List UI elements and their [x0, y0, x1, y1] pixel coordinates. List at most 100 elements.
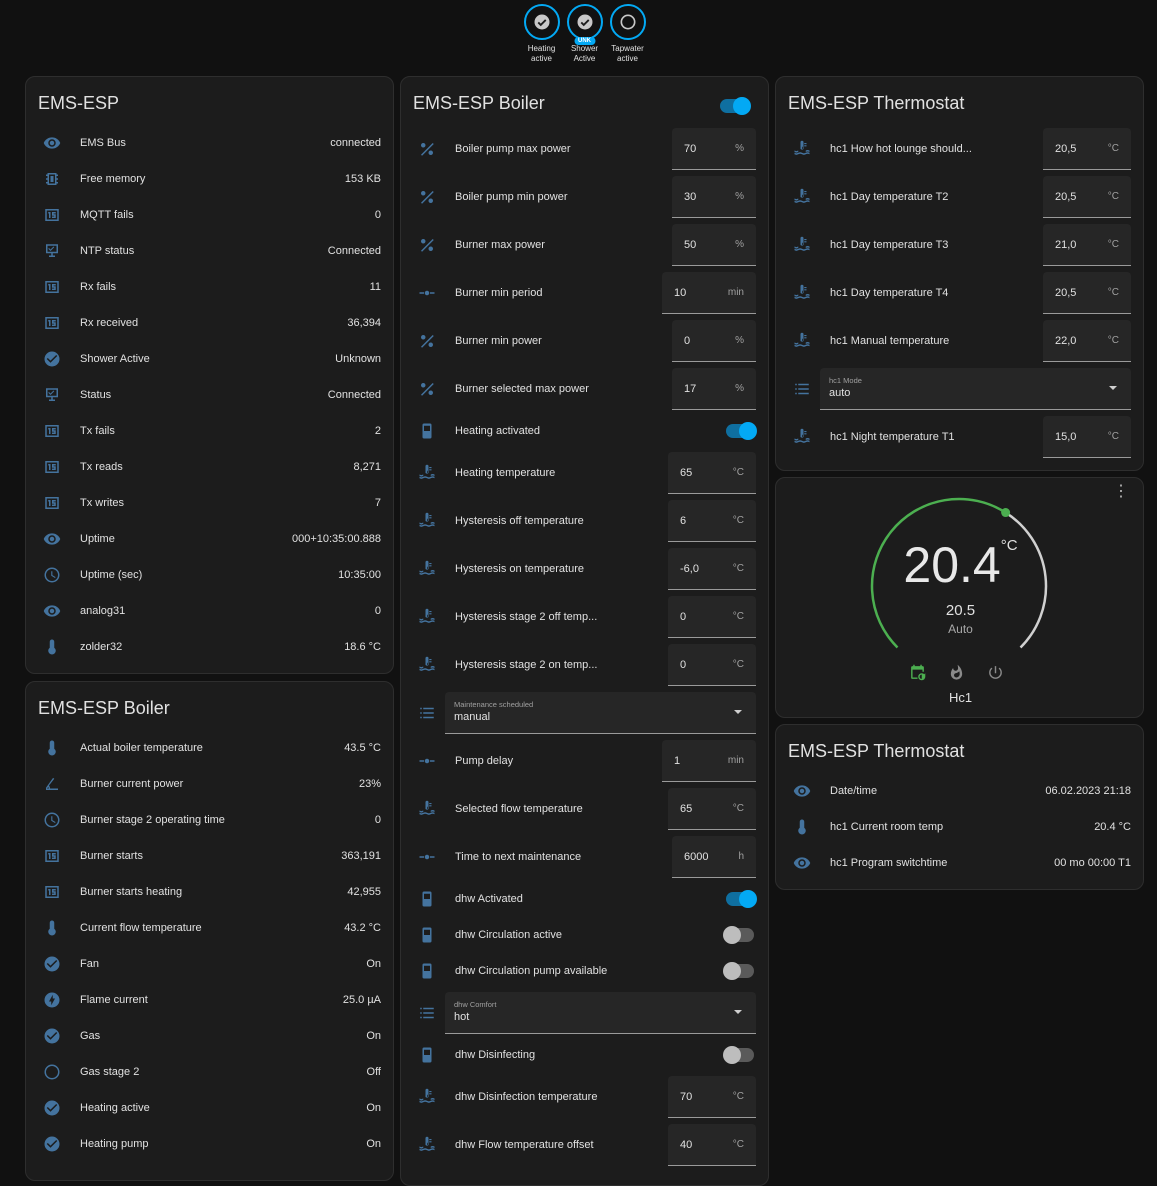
entity-badge[interactable]: Heating active — [523, 4, 560, 64]
input-unit: % — [735, 239, 744, 250]
boiler-header-toggle[interactable] — [720, 97, 751, 115]
entity-row[interactable]: Burner current power 23% — [26, 766, 393, 802]
entity-value: 8,271 — [353, 461, 381, 473]
entity-row[interactable]: Tx reads 8,271 — [26, 449, 393, 485]
input-unit: °C — [732, 803, 744, 814]
entity-row[interactable]: Heating pump On — [26, 1126, 393, 1162]
entity-badge[interactable]: UNK Shower Active — [566, 4, 603, 64]
number-input[interactable]: 65 °C — [668, 788, 756, 830]
boiler-controls-card: EMS-ESP Boiler Boiler pump max power 70% B… — [400, 76, 769, 1186]
entity-row[interactable]: Actual boiler temperature 43.5 °C — [26, 730, 393, 766]
entity-label: Free memory — [80, 173, 146, 185]
entity-label: EMS Bus — [80, 137, 126, 149]
entity-row[interactable]: analog31 0 — [26, 593, 393, 629]
number-input[interactable]: 65 °C — [668, 452, 756, 494]
input-value: 22,0 — [1055, 334, 1077, 347]
entity-label: Hysteresis stage 2 off temp... — [455, 611, 598, 623]
number-input[interactable]: 70 °C — [668, 1076, 756, 1118]
switch-icon — [415, 959, 439, 983]
target-handle[interactable] — [1001, 508, 1011, 518]
entity-row[interactable]: Current flow temperature 43.2 °C — [26, 910, 393, 946]
entity-row[interactable]: Shower Active Unknown — [26, 341, 393, 377]
thermostat-dial[interactable] — [776, 478, 1145, 719]
toggle-switch[interactable] — [723, 962, 754, 980]
number-entity-row: hc1 Day temperature T3 21,0 °C — [776, 221, 1143, 269]
entity-row[interactable]: Gas On — [26, 1018, 393, 1054]
entity-row[interactable]: Date/time 06.02.2023 21:18 — [776, 773, 1143, 809]
entity-label: hc1 Day temperature T4 — [830, 287, 949, 299]
number-input[interactable]: 20,5 °C — [1043, 176, 1131, 218]
number-input[interactable]: 17% — [672, 368, 756, 410]
entity-row[interactable]: hc1 Program switchtime 00 mo 00:00 T1 — [776, 845, 1143, 881]
entity-row[interactable]: Fan On — [26, 946, 393, 982]
entity-badge[interactable]: Tapwater active — [609, 4, 646, 64]
counter-icon — [40, 455, 64, 479]
number-entity-row: Hysteresis off temperature 6 °C — [401, 497, 768, 545]
toggle-switch[interactable] — [723, 926, 754, 944]
dropdown-caret-icon — [1109, 386, 1117, 390]
entity-row[interactable]: MQTT fails 0 — [26, 197, 393, 233]
entity-row[interactable]: Rx received 36,394 — [26, 305, 393, 341]
switch-icon — [415, 419, 439, 443]
entity-row[interactable]: hc1 Current room temp 20.4 °C — [776, 809, 1143, 845]
entity-row[interactable]: Tx writes 7 — [26, 485, 393, 521]
number-input[interactable]: 0 °C — [668, 596, 756, 638]
number-entity-row: Burner min period 10 min — [401, 269, 768, 317]
toggle-switch[interactable] — [723, 1046, 754, 1064]
unknown-tag: UNK — [574, 37, 595, 45]
number-input[interactable]: 50% — [672, 224, 756, 266]
entity-row[interactable]: Tx fails 2 — [26, 413, 393, 449]
number-input[interactable]: 10 min — [662, 272, 756, 314]
number-input[interactable]: 22,0 °C — [1043, 320, 1131, 362]
entity-value: Off — [366, 1066, 381, 1078]
entity-label: Fan — [80, 958, 99, 970]
toggle-switch[interactable] — [726, 422, 757, 440]
number-input[interactable]: 0 °C — [668, 644, 756, 686]
number-input[interactable]: 6000 h — [672, 836, 756, 878]
dial-active-arc — [870, 497, 1007, 649]
entity-row[interactable]: Uptime (sec) 10:35:00 — [26, 557, 393, 593]
entity-row[interactable]: Rx fails 11 — [26, 269, 393, 305]
number-input[interactable]: 15,0 °C — [1043, 416, 1131, 458]
entity-row[interactable]: Flame current 25.0 µA — [26, 982, 393, 1018]
number-input[interactable]: 20,5 °C — [1043, 272, 1131, 314]
entity-row[interactable]: Burner starts 363,191 — [26, 838, 393, 874]
number-input[interactable]: 70% — [672, 128, 756, 170]
input-unit: °C — [732, 467, 744, 478]
current-temperature: 20.4 — [903, 537, 1001, 593]
number-input[interactable]: 40 °C — [668, 1124, 756, 1166]
entity-row[interactable]: NTP status Connected — [26, 233, 393, 269]
entity-row[interactable]: Status Connected — [26, 377, 393, 413]
entity-row[interactable]: Heating active On — [26, 1090, 393, 1126]
heat-icon[interactable] — [948, 664, 965, 681]
number-input[interactable]: 6 °C — [668, 500, 756, 542]
number-entity-row: Boiler pump max power 70% — [401, 125, 768, 173]
number-input[interactable]: 21,0 °C — [1043, 224, 1131, 266]
number-input[interactable]: 30% — [672, 176, 756, 218]
toggle-switch[interactable] — [726, 890, 757, 908]
select-dropdown[interactable]: dhw Comfort hot — [445, 992, 756, 1034]
auto-schedule-icon[interactable] — [909, 664, 926, 681]
entity-row[interactable]: zolder32 18.6 °C — [26, 629, 393, 665]
select-dropdown[interactable]: hc1 Mode auto — [820, 368, 1131, 410]
entity-row[interactable]: EMS Bus connected — [26, 125, 393, 161]
entity-list: hc1 How hot lounge should... 20,5 °C hc1 Da… — [776, 125, 1143, 461]
number-input[interactable]: 0% — [672, 320, 756, 362]
entity-value: 36,394 — [347, 317, 381, 329]
entity-list: EMS Bus connected Free memory 153 KB MQTT fa… — [26, 125, 393, 665]
number-input[interactable]: -6,0 °C — [668, 548, 756, 590]
number-input[interactable]: 20,5 °C — [1043, 128, 1131, 170]
off-icon[interactable] — [987, 664, 1004, 681]
entity-row[interactable]: Gas stage 2 Off — [26, 1054, 393, 1090]
select-dropdown[interactable]: Maintenance scheduled manual — [445, 692, 756, 734]
list-icon — [415, 1001, 439, 1025]
entity-row[interactable]: Burner starts heating 42,955 — [26, 874, 393, 910]
entity-label: Actual boiler temperature — [80, 742, 203, 754]
entity-row[interactable]: Uptime 000+10:35:00.888 — [26, 521, 393, 557]
check-icon — [40, 1024, 64, 1048]
entity-row[interactable]: Free memory 153 KB — [26, 161, 393, 197]
more-options-icon[interactable]: ⋮ — [1113, 483, 1129, 500]
entity-row[interactable]: Burner stage 2 operating time 0 — [26, 802, 393, 838]
number-input[interactable]: 1 min — [662, 740, 756, 782]
input-value: 10 — [674, 286, 687, 299]
